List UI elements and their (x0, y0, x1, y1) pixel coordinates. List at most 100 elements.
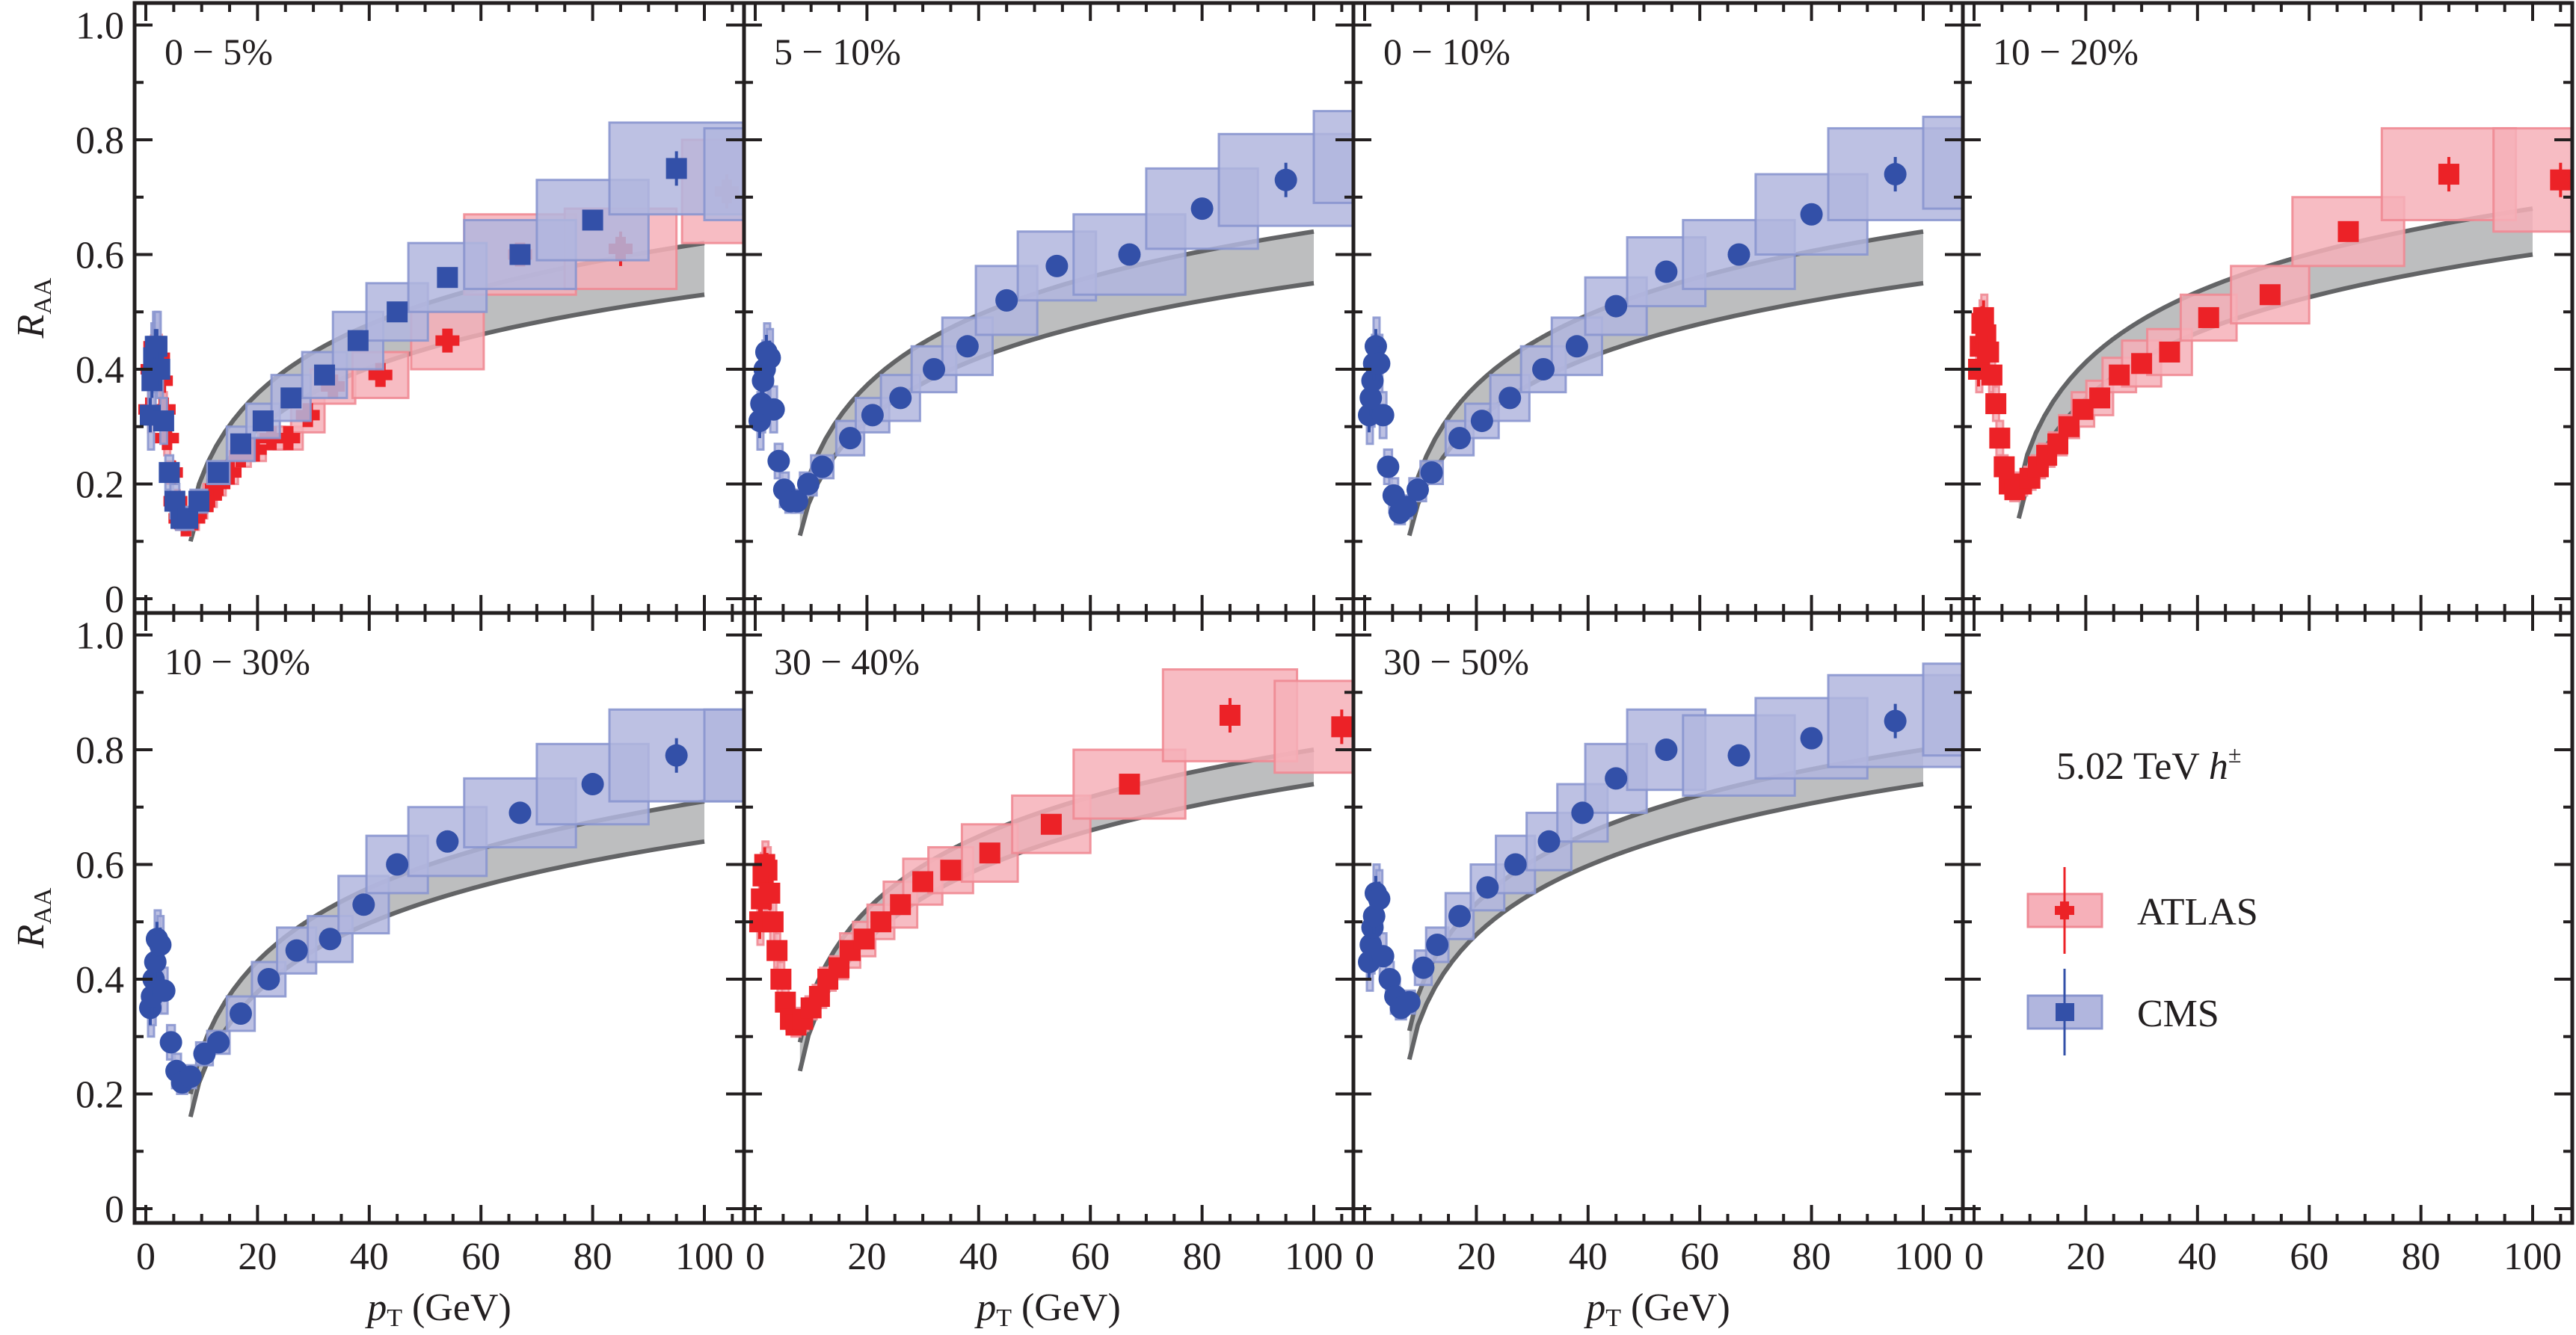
atlas-point (2089, 387, 2111, 409)
y-tick-label: 0.4 (76, 349, 124, 392)
panel-label: 30 − 50% (1383, 641, 1529, 682)
cms-point (1979, 698, 2002, 721)
cms-point (786, 490, 809, 513)
cms-syst-box (1312, 110, 1353, 204)
x-tick-label: 100 (2503, 1236, 2562, 1278)
cms-point (153, 979, 176, 1002)
cms-point (188, 490, 209, 512)
cms-point (257, 968, 280, 990)
legend-label: ATLAS (2137, 891, 2258, 934)
cms-syst-box (1922, 115, 1963, 210)
panel-4 (1967, 127, 2572, 519)
y-tick-label: 0.8 (76, 120, 124, 162)
cms-point (1368, 887, 1391, 910)
cms-point (1605, 767, 1628, 790)
x-tick-label: 20 (847, 1236, 886, 1278)
x-axis-label: pT (GeV) (364, 1286, 511, 1332)
cms-point (1727, 744, 1750, 767)
atlas-point (2337, 221, 2359, 242)
legend: 5.02 TeV h± ATLAS CMS (2026, 741, 2258, 1055)
panel-label: 0 − 10% (1383, 31, 1510, 73)
x-tick-label: 0 (136, 1236, 156, 1278)
cms-point (208, 462, 230, 484)
cms-point (1395, 496, 1418, 519)
panel-label: 30 − 40% (774, 641, 920, 682)
cms-point (1377, 455, 1400, 478)
atlas-point (979, 842, 1000, 864)
theory-band-upper-line (2016, 206, 2533, 490)
cms-syst-box (703, 127, 744, 221)
atlas-point (2131, 353, 2153, 374)
panel-2 (748, 110, 1392, 537)
atlas-point (2159, 341, 2180, 363)
atlas-point (1331, 716, 1353, 738)
y-tick-label: 0 (105, 579, 124, 621)
cms-point (1655, 260, 1678, 283)
cms-point (1371, 404, 1395, 427)
cms-point (1364, 335, 1387, 358)
series-cms (138, 708, 783, 1096)
cms-point (1498, 386, 1522, 410)
cms-point (760, 744, 783, 767)
atlas-point (1989, 428, 2011, 449)
atlas-point (759, 882, 781, 904)
cms-point (508, 801, 532, 824)
theory-band-lower-line (1407, 782, 1924, 1061)
x-tick-label: 100 (675, 1236, 734, 1278)
cms-point (149, 359, 170, 380)
labels-layer: 0 − 5% 5 − 10% 0 − 10% 10 − 20% 10 − 30% 30 −… (10, 5, 2562, 1333)
cms-point (956, 335, 979, 358)
cms-point (1800, 727, 1823, 750)
atlas-point (276, 426, 301, 451)
atlas-point (1219, 704, 1241, 726)
cms-point (1370, 146, 1392, 168)
cms-syst-box (1922, 662, 1963, 757)
atlas-point (762, 911, 784, 933)
cms-point (436, 830, 459, 853)
x-tick-label: 60 (1680, 1236, 1719, 1278)
cms-point (1045, 254, 1069, 277)
atlas-point (756, 860, 778, 881)
cms-point (1884, 709, 1907, 733)
x-tick-label: 60 (2290, 1236, 2328, 1278)
atlas-point (435, 328, 460, 353)
cms-point (1398, 990, 1421, 1014)
cms-point (1359, 386, 1383, 410)
series-cms (1357, 115, 1963, 525)
atlas-point (2259, 284, 2281, 306)
y-tick-label: 1.0 (76, 615, 124, 658)
x-tick-label: 0 (1355, 1236, 1374, 1278)
cms-point (352, 893, 375, 916)
cms-point (1274, 168, 1297, 191)
cms-point (1420, 461, 1443, 484)
x-tick-label: 40 (959, 1236, 998, 1278)
x-tick-label: 80 (1183, 1236, 1222, 1278)
x-tick-label: 20 (2066, 1236, 2105, 1278)
atlas-point (1985, 393, 2007, 415)
atlas-point (870, 911, 892, 933)
cms-point (861, 404, 884, 427)
cms-point (1532, 358, 1555, 380)
x-tick-label: 80 (2402, 1236, 2441, 1278)
cms-point (149, 933, 172, 956)
x-tick-label: 20 (238, 1236, 277, 1278)
panel-6 (748, 668, 1353, 1072)
cms-point (159, 1031, 182, 1054)
legend-marker-cross (2055, 901, 2074, 919)
series-atlas (748, 668, 1353, 1038)
atlas-point (2109, 364, 2130, 386)
cms-point (1476, 876, 1499, 899)
legend-marker-square (2056, 1003, 2074, 1021)
x-tick-label: 80 (574, 1236, 612, 1278)
cms-point (285, 939, 308, 962)
theory-band (2018, 209, 2533, 519)
panels-layer (138, 110, 2572, 1117)
atlas-point (1119, 774, 1140, 795)
cms-point (1448, 427, 1471, 450)
cms-point (665, 158, 687, 179)
cms-point (153, 410, 174, 432)
y-tick-label: 0.2 (76, 1074, 124, 1117)
cms-point (280, 387, 302, 409)
cms-point (767, 449, 790, 472)
cms-point (1368, 352, 1391, 375)
